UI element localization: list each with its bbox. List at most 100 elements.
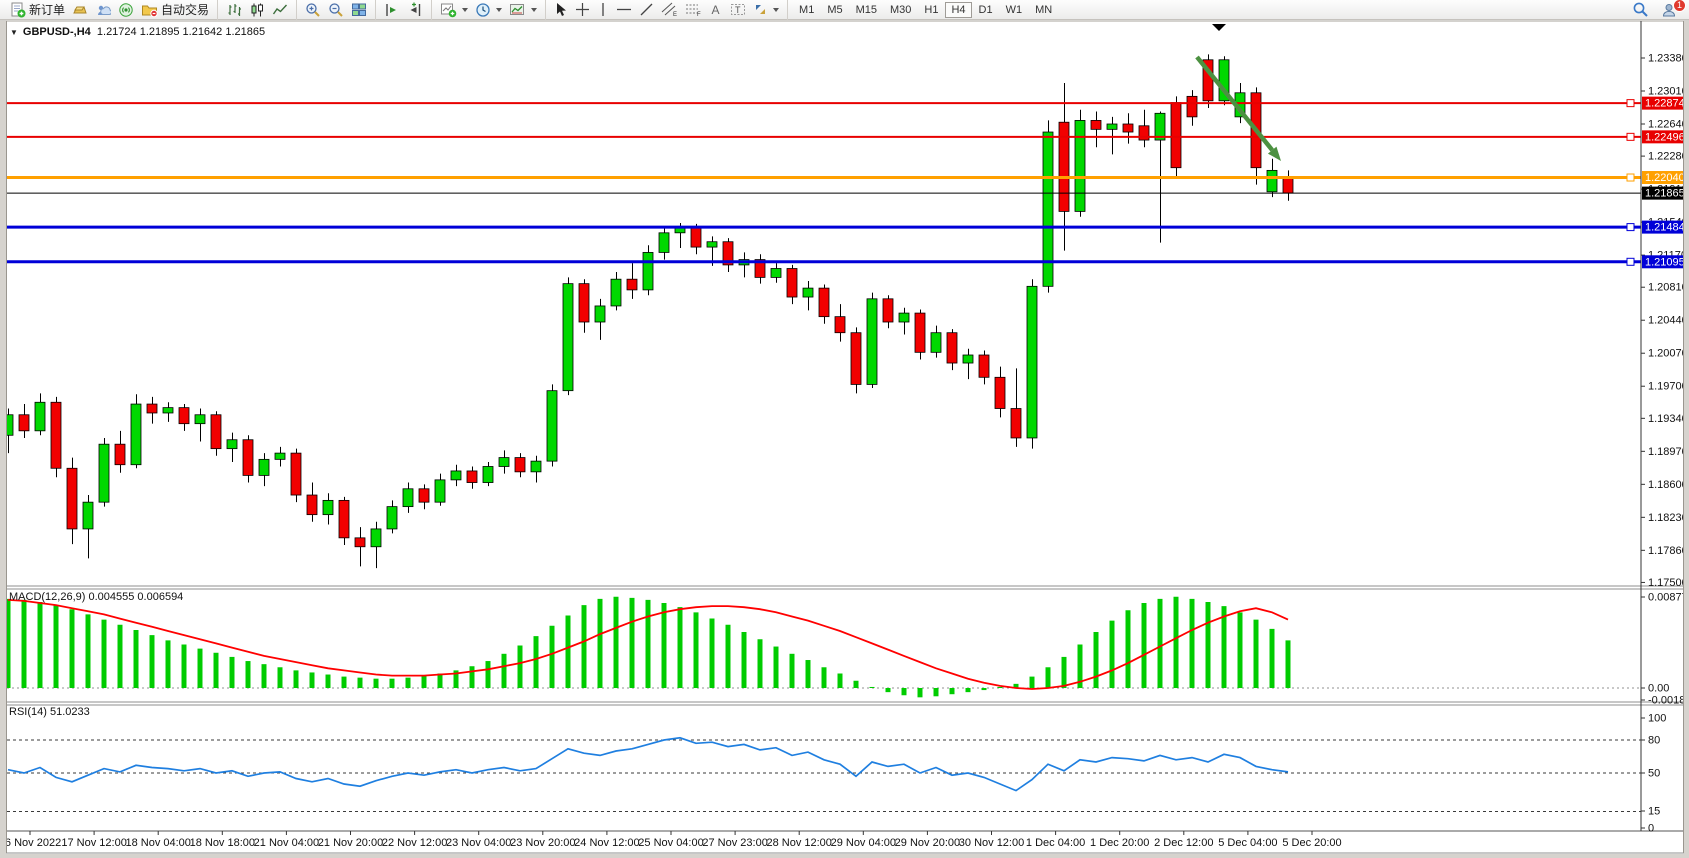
- price-tick-label: 1.20440: [1648, 315, 1688, 327]
- zoom-out-icon: [328, 2, 344, 18]
- search-button[interactable]: [1629, 1, 1652, 19]
- candle-body: [610, 278, 622, 307]
- price-tick-label: 1.23010: [1648, 86, 1688, 98]
- chart-shift-icon: [407, 2, 423, 18]
- candle-body: [1138, 125, 1150, 141]
- price-line-badge: [1642, 255, 1689, 269]
- timeframe-MN[interactable]: MN: [1029, 2, 1058, 18]
- cloud-signals-button[interactable]: [92, 1, 114, 19]
- bar-chart-button[interactable]: [223, 1, 245, 19]
- equidistant-channel-button[interactable]: E: [658, 1, 681, 19]
- candle-body: [1154, 112, 1166, 141]
- time-tick-label: 1 Dec 20:00: [1090, 837, 1149, 849]
- arrows-button[interactable]: [750, 1, 782, 19]
- time-tick-label: 24 Nov 12:00: [574, 837, 639, 849]
- radio-signal-button[interactable]: [115, 1, 137, 19]
- zoom-out-button[interactable]: [325, 1, 347, 19]
- rsi-pane: [7, 736, 1641, 812]
- candle-body: [434, 479, 446, 503]
- auto-scroll-icon: [384, 2, 400, 18]
- candle-body: [722, 241, 734, 266]
- chart-shift-button[interactable]: [404, 1, 426, 19]
- candle-body: [498, 457, 510, 467]
- line-handle[interactable]: [1626, 132, 1635, 141]
- macd-axis-label: 0.008779: [1648, 592, 1689, 604]
- candle-body: [930, 332, 942, 353]
- candle-body: [1042, 131, 1054, 287]
- time-tick-label: 21 Nov 20:00: [318, 837, 383, 849]
- line-handle[interactable]: [1626, 257, 1635, 266]
- tile-windows-button[interactable]: [348, 1, 370, 19]
- candle-body: [226, 439, 238, 450]
- timeframe-M1[interactable]: M1: [793, 2, 820, 18]
- horizontal-line-button[interactable]: [613, 1, 635, 19]
- templates-button[interactable]: [506, 1, 540, 19]
- price-line-badge-value: 1.22040: [1645, 172, 1685, 184]
- candle-body: [338, 499, 350, 539]
- timeframe-M15[interactable]: M15: [850, 2, 883, 18]
- crosshair-button[interactable]: [572, 1, 593, 19]
- periods-button[interactable]: [472, 1, 505, 19]
- new-order-button[interactable]: 新订单: [7, 1, 68, 19]
- candle-body: [354, 537, 366, 548]
- arrow-annotation[interactable]: [1195, 55, 1281, 161]
- trendline-button[interactable]: [636, 1, 657, 19]
- svg-text:F: F: [697, 12, 701, 17]
- line-chart-button[interactable]: [269, 1, 291, 19]
- macd-axis-label: 0.00: [1648, 683, 1669, 695]
- timeframe-D1[interactable]: D1: [973, 2, 999, 18]
- text-label-icon: T: [730, 2, 746, 17]
- zoom-in-button[interactable]: [302, 1, 324, 19]
- toolbar-group-zoom: [296, 0, 375, 20]
- candle-body: [770, 268, 782, 278]
- timeframe-H4[interactable]: H4: [945, 1, 972, 18]
- rsi-axis-label: 0: [1648, 823, 1654, 835]
- candle-body: [578, 283, 590, 323]
- candle-body: [914, 312, 926, 353]
- candle-body: [834, 316, 846, 334]
- arrows-icon: [753, 2, 768, 17]
- chart-shift-marker[interactable]: [1212, 24, 1226, 31]
- timeframe-M30[interactable]: M30: [884, 2, 917, 18]
- candle-body: [978, 354, 990, 378]
- notification-badge: 1: [1672, 0, 1686, 12]
- timeframe-M5[interactable]: M5: [821, 2, 848, 18]
- candle-body: [210, 414, 222, 450]
- radio-signal-icon: [118, 2, 134, 18]
- candle-chart-button[interactable]: [246, 1, 268, 19]
- text-label-button[interactable]: T: [727, 1, 749, 19]
- toolbar-group-line-studies: E F A T: [545, 0, 787, 20]
- timeframe-H1[interactable]: H1: [918, 2, 944, 18]
- candle-body: [562, 283, 574, 392]
- timeframe-W1[interactable]: W1: [1000, 2, 1029, 18]
- candle-body: [50, 401, 62, 469]
- time-tick-label: 16 Nov 2022: [0, 837, 61, 849]
- search-icon: [1632, 1, 1649, 18]
- candle-body: [418, 488, 430, 503]
- community-button[interactable]: 1: [1658, 0, 1686, 19]
- autotrading-button[interactable]: 自动交易: [138, 1, 212, 19]
- candle-body: [1026, 285, 1038, 439]
- time-axis: 16 Nov 2022 17 Nov 12:0018 Nov 04:0018 No…: [0, 831, 1342, 849]
- price-line-badge: [1642, 186, 1689, 200]
- line-handle[interactable]: [1626, 99, 1635, 108]
- price-line-badge: [1642, 130, 1689, 144]
- autotrading-label: 自动交易: [161, 3, 210, 17]
- line-handle[interactable]: [1626, 173, 1635, 182]
- window-frame-right: [1684, 21, 1689, 858]
- vertical-line-button[interactable]: [594, 1, 612, 19]
- gold-bar-button[interactable]: [69, 1, 91, 19]
- candle-body: [82, 501, 94, 530]
- text-button[interactable]: A: [706, 1, 726, 19]
- new-chart-button[interactable]: [437, 1, 471, 19]
- fibonacci-button[interactable]: F: [682, 1, 705, 19]
- candle-body: [466, 470, 478, 483]
- candle-body: [178, 407, 190, 425]
- line-handle[interactable]: [1626, 223, 1635, 232]
- time-tick-label: 5 Dec 20:00: [1282, 837, 1341, 849]
- candle-body: [18, 414, 30, 432]
- auto-scroll-button[interactable]: [381, 1, 403, 19]
- zoom-in-icon: [305, 2, 321, 18]
- candle-body: [322, 499, 334, 516]
- cursor-button[interactable]: [551, 1, 571, 19]
